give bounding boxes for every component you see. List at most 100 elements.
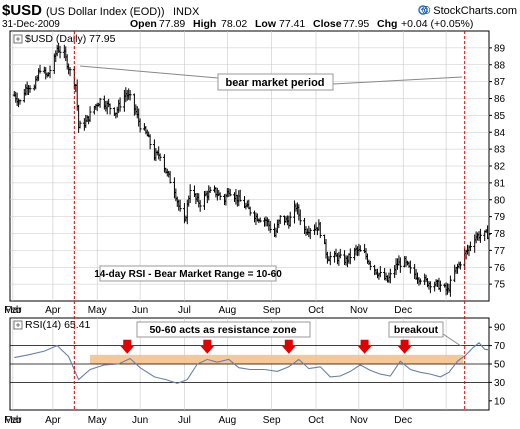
ohlc-bar [78, 120, 82, 129]
bear-market-markers [73, 31, 466, 410]
rsi-range-note: 14-day RSI - Bear Market Range = 10-60 [94, 269, 282, 280]
ohlc-bar [487, 232, 491, 245]
copyright-text[interactable]: © StockCharts.com [422, 5, 517, 17]
price-y-tick-label: 76 [494, 263, 506, 274]
rsi-y-tick-label: 50 [494, 360, 506, 371]
rsi-x-tick-label: Apr [45, 415, 61, 426]
ohlc-bar [378, 266, 382, 278]
rsi-legend-text: RSI(14) 65.41 [25, 319, 91, 331]
ohlc-bar [338, 248, 342, 259]
ohlc-bar [438, 280, 442, 292]
price-x-tick-label: Mar [4, 305, 22, 316]
ohlc-bar [408, 260, 412, 274]
ohlc-bar [228, 188, 232, 197]
rsi-x-tick-label: Jun [132, 415, 148, 426]
ohlc-bar [48, 65, 52, 79]
price-x-tick-label: Feb [4, 305, 22, 316]
price-x-tick-label: Sep [263, 305, 281, 316]
close-value: 77.95 [343, 18, 369, 30]
ohlc-bar [58, 45, 62, 59]
price-x-tick-label: Nov [350, 305, 368, 316]
ohlc-bar [348, 248, 352, 265]
price-x-tick-label: Dec [394, 305, 412, 316]
rsi-x-tick-label: Feb [4, 415, 22, 426]
resistance-arrow-icon [357, 339, 372, 354]
price-y-tick-label: 83 [494, 145, 506, 156]
low-label: Low [255, 18, 277, 30]
price-x-tick-label: Oct [308, 305, 324, 316]
chart-symbol: $USD [2, 2, 42, 19]
ohlc-bar [258, 217, 262, 223]
price-y-tick-label: 89 [494, 43, 506, 54]
ohlc-bar [18, 99, 22, 105]
resistance-arrow-icon [281, 339, 296, 354]
price-x-tick-label: Apr [45, 305, 61, 316]
ohlc-bar [448, 275, 452, 297]
rsi-x-tick-label: Mar [4, 415, 22, 426]
price-x-tick-label: Jun [132, 305, 148, 316]
price-x-tick-label: May [88, 305, 107, 316]
rsi-y-tick-label: 30 [494, 378, 506, 389]
resistance-zone-band [90, 354, 464, 364]
ohlc-bar [398, 257, 402, 273]
bear-market-line-right [332, 76, 463, 85]
price-y-tick-label: 82 [494, 162, 506, 173]
price-y-tick-label: 87 [494, 77, 506, 88]
ohlc-bar [358, 245, 362, 252]
ohlc-bar [218, 192, 222, 201]
ohlc-bar [118, 97, 122, 112]
ohlc-bar [88, 106, 92, 122]
high-label: High [193, 18, 216, 30]
rsi-x-tick-label: May [88, 415, 107, 426]
settings-icon[interactable] [13, 34, 23, 44]
price-x-tick-label: Aug [218, 305, 236, 316]
ohlc-bar [368, 260, 372, 271]
rsi-line [14, 342, 490, 384]
stockcharts-logo-icon [418, 5, 428, 15]
ohlc-bar [98, 97, 102, 108]
ohlc-bar [198, 200, 202, 212]
price-y-tick-label: 75 [494, 280, 506, 291]
ohlc-bar [238, 189, 242, 202]
low-value: 77.41 [279, 18, 305, 30]
ohlc-bar [288, 211, 292, 227]
price-y-tick-label: 78 [494, 229, 506, 240]
ohlc-bar [318, 222, 322, 239]
ohlc-summary: Open 77.89 High 78.02 Low 77.41 Close 77… [130, 18, 473, 30]
price-legend-text: $USD (Daily) 77.95 [25, 33, 116, 45]
bear-market-line-left [79, 65, 219, 79]
price-y-tick-label: 77 [494, 246, 506, 257]
ohlc-bar [248, 206, 252, 216]
price-y-tick-label: 85 [494, 111, 506, 122]
open-value: 77.89 [159, 18, 185, 30]
ohlc-bar [28, 85, 32, 93]
resistance-zone-label: 50-60 acts as resistance zone [149, 324, 296, 336]
breakout-pointer [442, 333, 462, 347]
resistance-arrows [120, 339, 412, 354]
rsi-y-tick-label: 70 [494, 341, 506, 352]
ohlc-bar [458, 261, 462, 270]
rsi-range-box [99, 265, 277, 282]
rsi-x-tick-label: Oct [308, 415, 324, 426]
chart-date: 31-Dec-2009 [2, 19, 60, 30]
ohlc-bar [108, 103, 112, 115]
ohlc-bar [188, 184, 192, 203]
high-value: 78.02 [221, 18, 247, 30]
price-legend: $USD (Daily) 77.95 [13, 33, 116, 45]
chart-name: (US Dollar Index (EOD)) [46, 6, 165, 18]
rsi-x-tick-label: Sep [263, 415, 281, 426]
rsi-range-annotation: 14-day RSI - Bear Market Range = 10-60 [94, 265, 282, 282]
resistance-arrow-icon [200, 339, 215, 354]
bear-market-label: bear market period [225, 77, 324, 89]
settings-icon[interactable] [13, 320, 23, 330]
ohlc-bar [68, 67, 72, 77]
close-label: Close [313, 18, 342, 30]
ohlc-bar [178, 199, 182, 212]
ohlc-bar [278, 215, 282, 224]
ohlc-bar [478, 228, 482, 243]
price-y-axis: 75 76 77 78 79 80 81 82 83 84 85 86 87 88 89 [489, 43, 506, 291]
price-bars [12, 43, 491, 297]
price-y-tick-label: 79 [494, 212, 506, 223]
